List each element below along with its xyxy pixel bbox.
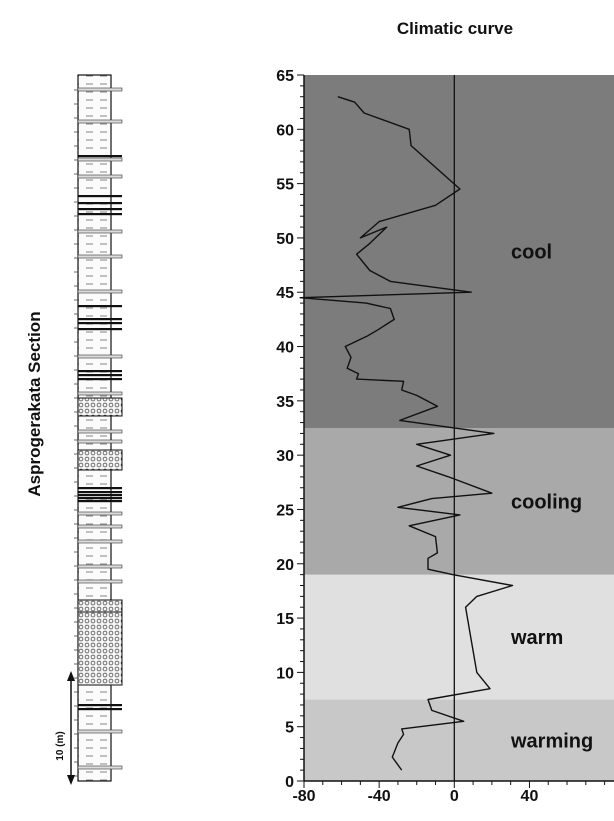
conglomerate-bed	[77, 449, 123, 471]
conglomerate-bed	[77, 397, 123, 417]
dark-bed	[78, 155, 122, 158]
zone-label-warming: warming	[510, 730, 593, 752]
sand-bed	[77, 524, 123, 529]
dark-bed	[78, 708, 122, 711]
dark-bed	[78, 370, 122, 373]
dark-bed	[78, 500, 122, 503]
dark-bed	[78, 497, 122, 500]
dark-bed	[78, 305, 122, 308]
y-tick-label: 45	[276, 285, 294, 302]
scale-bar: 10 (m)	[55, 671, 75, 785]
climatic-curve-chart: warming warm cooling cool 0 5 10 15 20 25 30 35 40 45…	[276, 68, 614, 805]
y-tick-label: 25	[276, 502, 294, 519]
sand-bed	[77, 564, 123, 569]
zone-label-warm: warm	[510, 627, 563, 649]
y-tick-label: 65	[276, 68, 294, 85]
sand-bed	[77, 539, 123, 544]
sand-bed	[77, 289, 123, 294]
sand-bed	[77, 429, 123, 434]
stratigraphic-column	[74, 74, 123, 782]
sand-bed	[77, 229, 123, 234]
sand-bed	[77, 729, 123, 734]
dark-bed	[78, 208, 122, 211]
x-tick-label: 40	[521, 788, 539, 805]
zone-label-cool: cool	[511, 242, 552, 264]
dark-bed	[78, 213, 122, 216]
dark-bed	[78, 328, 122, 331]
x-tick-label: -80	[292, 788, 315, 805]
y-tick-label: 50	[276, 231, 294, 248]
y-tick-label: 30	[276, 448, 294, 465]
dark-bed	[78, 195, 122, 198]
y-tick-label: 60	[276, 122, 294, 139]
chart-title: Climatic curve	[397, 19, 513, 38]
sand-bed	[77, 354, 123, 359]
zone-label-cooling: cooling	[511, 491, 582, 513]
scale-label: 10 (m)	[55, 731, 66, 760]
zone-band-cooling	[304, 428, 614, 575]
zone-band-warm	[304, 574, 614, 700]
sand-bed	[77, 391, 123, 396]
sand-bed	[77, 765, 123, 770]
sand-bed	[77, 157, 123, 162]
zone-band-cool	[304, 75, 614, 428]
dark-bed	[78, 491, 122, 494]
x-tick-label: -40	[368, 788, 391, 805]
y-tick-label: 55	[276, 177, 294, 194]
sand-bed	[77, 439, 123, 444]
dark-bed	[78, 202, 122, 205]
dark-bed	[78, 322, 122, 325]
dark-bed	[78, 378, 122, 381]
sand-bed	[77, 174, 123, 179]
y-tick-label: 0	[285, 774, 294, 791]
dark-bed	[78, 318, 122, 321]
section-label: Asprogerakata Section	[25, 311, 44, 496]
y-tick-label: 15	[276, 611, 294, 628]
dark-bed	[78, 494, 122, 497]
sand-bed	[77, 119, 123, 124]
sand-bed	[77, 579, 123, 584]
dark-bed	[78, 487, 122, 490]
zone-band-warming	[304, 699, 614, 781]
x-tick-label: 0	[450, 788, 459, 805]
y-tick-label: 5	[285, 720, 294, 737]
sand-bed	[77, 511, 123, 516]
sand-bed	[77, 87, 123, 92]
y-tick-label: 10	[276, 665, 294, 682]
conglomerate-bed	[77, 611, 123, 686]
climatic-curve-line	[299, 96, 514, 771]
y-tick-label: 20	[276, 557, 294, 574]
sand-bed	[77, 254, 123, 259]
y-tick-label: 40	[276, 340, 294, 357]
y-tick-label: 35	[276, 394, 294, 411]
dark-bed	[78, 374, 122, 377]
dark-bed	[78, 704, 122, 707]
conglomerate-bed	[77, 599, 123, 613]
